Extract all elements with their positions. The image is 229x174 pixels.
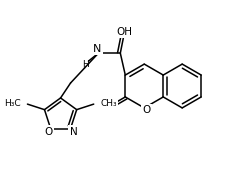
Text: H₃C: H₃C [4, 99, 20, 108]
Text: OH: OH [116, 27, 132, 37]
Text: O: O [102, 100, 111, 110]
Text: O: O [44, 126, 53, 137]
Text: N: N [70, 126, 77, 137]
Text: H: H [82, 60, 89, 69]
Text: CH₃: CH₃ [101, 99, 117, 108]
Text: N: N [93, 44, 102, 54]
Text: O: O [142, 105, 150, 115]
